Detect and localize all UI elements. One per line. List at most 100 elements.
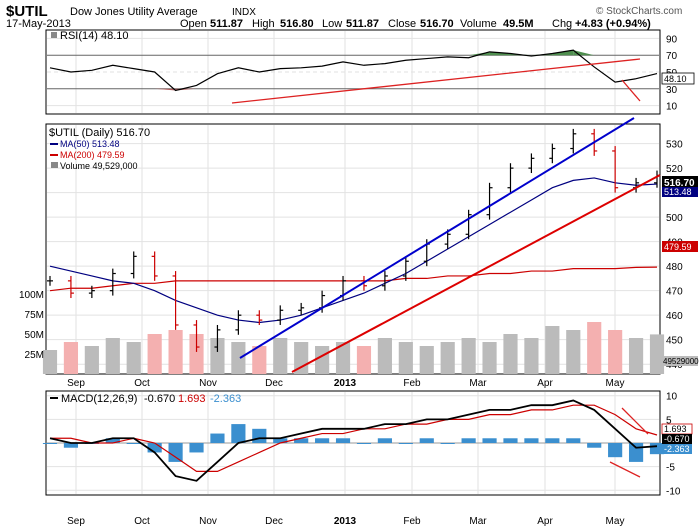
rsi-divergence-line	[621, 79, 641, 102]
volume-bar	[315, 346, 330, 374]
volume-bar	[649, 334, 665, 374]
rsi-overbought-fill	[468, 51, 490, 56]
macd-hist-tag	[662, 444, 692, 454]
price-tick-label: 450	[666, 336, 683, 347]
month-label-bottom: Apr	[537, 516, 553, 527]
volume-bar	[545, 326, 560, 374]
ma200-legend: MA(200) 479.59	[60, 150, 125, 160]
macd-histogram-bar	[545, 438, 560, 443]
volume-bar	[587, 322, 602, 374]
open-label: Open	[180, 18, 207, 30]
macd-histogram-bar	[566, 438, 581, 443]
ma50-legend: MA(50) 513.48	[60, 139, 120, 149]
rsi-oversold-fill	[154, 88, 176, 91]
volume-bar	[482, 342, 497, 374]
macd-histogram-bar	[524, 438, 539, 443]
volume-tick-label: 100M	[19, 290, 44, 301]
macd-legend: MACD(12,26,9) -0.670 1.693 -2.363	[50, 393, 241, 405]
rsi-tick-label: 70	[666, 51, 678, 62]
header-date: 17-May-2013	[6, 18, 71, 30]
macd-value-1: -0.670	[144, 393, 175, 405]
macd-histogram-bar	[315, 438, 330, 443]
month-label-bottom: 2013	[334, 516, 357, 527]
macd-histogram-bar	[608, 443, 623, 458]
gridlines	[47, 31, 659, 494]
volume-bar	[210, 338, 225, 374]
macd-signal-line	[50, 404, 658, 472]
lower-channel-line	[291, 174, 661, 373]
ma50-tag-value: 513.48	[664, 187, 692, 197]
macd-tick-label: 10	[666, 392, 678, 403]
price-tick-label: 480	[666, 262, 683, 273]
volume-bar	[419, 346, 434, 374]
volume-bar	[42, 350, 58, 374]
low-value: 511.87	[346, 18, 379, 30]
month-label-mid: 2013	[334, 378, 357, 389]
macd-histogram-bar	[482, 438, 497, 443]
month-label-mid: Sep	[67, 378, 85, 389]
macd-tick-label: 5	[666, 415, 672, 426]
volume-bar	[231, 342, 246, 374]
volume-bar	[63, 342, 79, 374]
month-label-mid: Nov	[199, 378, 217, 389]
close-value: 516.70	[420, 18, 454, 30]
month-label-mid: Oct	[134, 378, 150, 389]
macd-tick-label: -5	[666, 463, 675, 474]
price-panel	[45, 123, 661, 375]
volume-tick-label: 75M	[25, 310, 44, 321]
value-tags: 48.10 516.70 513.48 479.59 49529000 1.69…	[661, 72, 699, 454]
macd-histogram-bar	[356, 443, 372, 444]
volume-bar	[524, 338, 539, 374]
macd-value-2: 1.693	[178, 393, 206, 405]
macd-histogram-bar	[210, 433, 225, 443]
volume-bar	[273, 338, 288, 374]
chg-label: Chg	[552, 18, 572, 30]
rsi-last-tag	[661, 72, 695, 85]
volume-bar	[168, 330, 183, 374]
macd-layer	[42, 399, 665, 482]
ma50-tag	[662, 187, 698, 197]
price-tick-label: 500	[666, 213, 683, 224]
month-label-bottom: Nov	[199, 516, 217, 527]
macd-histogram-bar	[335, 438, 351, 443]
macd-divergence-line-1	[621, 407, 649, 435]
rsi-legend: RSI(14) 48.10	[51, 30, 128, 42]
volume-tag-value: 49529000	[663, 357, 699, 366]
volume-bar	[440, 342, 455, 374]
rsi-tick-label: 90	[666, 34, 678, 45]
macd-histogram-bar	[628, 443, 644, 462]
volume-bar	[566, 330, 581, 374]
month-label-mid: Mar	[469, 378, 487, 389]
high-label: High	[252, 18, 275, 30]
macd-hist-tag-value: -2.363	[664, 444, 690, 454]
price-tick-label: 470	[666, 287, 683, 298]
ma50-line	[49, 177, 658, 324]
macd-histogram-bar	[377, 438, 392, 443]
macd-histogram-bar	[63, 443, 79, 448]
volume-bar	[461, 338, 476, 374]
volume-bar	[84, 346, 99, 374]
volume-bar	[398, 342, 413, 374]
close-tag	[662, 176, 698, 188]
macd-histogram-bar	[126, 443, 141, 444]
rsi-last-value: 48.10	[664, 74, 687, 84]
month-label-bottom: Oct	[134, 516, 150, 527]
price-layer	[47, 117, 661, 373]
high-value: 516.80	[280, 18, 314, 30]
volume-tick-label: 25M	[25, 350, 44, 361]
price-tick-label: 530	[666, 140, 683, 151]
macd-value-3: -2.363	[210, 393, 241, 405]
ma200-tag-value: 479.59	[664, 242, 692, 252]
header-name: Dow Jones Utility Average	[70, 6, 198, 18]
macd-line	[49, 399, 658, 482]
month-label-mid: Apr	[537, 378, 553, 389]
watermark: © StockCharts.com	[596, 6, 682, 17]
month-label-bottom: Feb	[403, 516, 421, 527]
macd-histogram-bar	[294, 438, 309, 443]
macd-histogram-bar	[189, 443, 204, 453]
volume-bar	[503, 334, 518, 374]
month-label-bottom: Dec	[265, 516, 283, 527]
rsi-label: RSI(14) 48.10	[60, 30, 128, 42]
macd-line-tag	[662, 434, 692, 444]
